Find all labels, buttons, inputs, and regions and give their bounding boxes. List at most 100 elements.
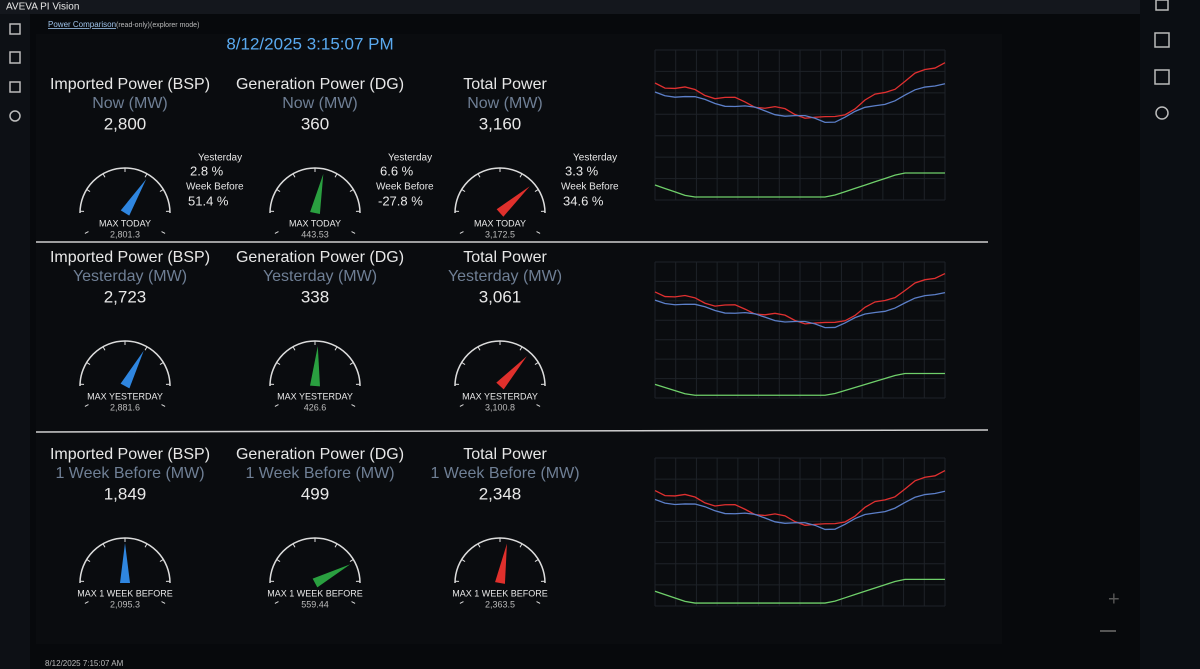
- panel-subtitle: Yesterday (MW): [73, 268, 187, 285]
- max-label: MAX YESTERDAY: [87, 391, 163, 401]
- gauge-tick: [274, 601, 279, 604]
- title-bar: [0, 0, 1200, 14]
- gauge-tick: [274, 231, 279, 234]
- gauge-tick: [351, 231, 356, 234]
- yesterday-label: Yesterday: [198, 153, 242, 164]
- yesterday-change: 3.3 %: [565, 163, 599, 178]
- gauge-tick: [86, 189, 91, 193]
- gauge-needle: [496, 356, 527, 390]
- trend-line: [654, 62, 946, 119]
- gauge-tick: [349, 559, 354, 563]
- icon[interactable]: [1155, 0, 1169, 11]
- panel-title: Generation Power (DG): [236, 446, 404, 463]
- icon[interactable]: [1155, 106, 1169, 120]
- max-label: MAX TODAY: [474, 218, 526, 228]
- current-value: 1,849: [104, 484, 147, 503]
- timestamp: 8/12/2025 3:15:07 PM: [226, 34, 393, 53]
- gauge-tick: [519, 346, 523, 351]
- trend-line: [654, 83, 946, 124]
- panel-title: Generation Power (DG): [236, 76, 404, 93]
- gauge-needle: [496, 186, 530, 217]
- panel-subtitle: Now (MW): [282, 95, 358, 112]
- current-value: 3,160: [479, 114, 522, 133]
- gauge-tick: [536, 231, 541, 234]
- panel-subtitle: Yesterday (MW): [263, 268, 377, 285]
- panel-title: Imported Power (BSP): [50, 249, 210, 266]
- gauge-tick: [144, 543, 148, 548]
- trend-chart: [654, 261, 946, 399]
- trend-line: [654, 578, 945, 604]
- panel-title: Imported Power (BSP): [50, 446, 210, 463]
- yesterday-change: 6.6 %: [380, 163, 414, 178]
- week-change: -27.8 %: [378, 193, 423, 208]
- max-label: MAX YESTERDAY: [277, 391, 353, 401]
- gauge-tick: [477, 346, 481, 351]
- gauge-tick: [102, 346, 106, 351]
- current-value: 2,348: [479, 484, 522, 503]
- icon[interactable]: [1154, 69, 1170, 85]
- mode: (explorer mode): [150, 22, 199, 29]
- gauge-tick: [334, 173, 338, 178]
- yesterday-label: Yesterday: [388, 153, 432, 164]
- max-label: MAX 1 WEEK BEFORE: [452, 588, 548, 598]
- gauge-tick: [292, 346, 296, 351]
- trend-line: [654, 490, 946, 531]
- gauge-tick: [351, 404, 356, 407]
- gauge-tick: [102, 173, 106, 178]
- icon[interactable]: [9, 51, 21, 64]
- panel-subtitle: 1 Week Before (MW): [55, 465, 204, 482]
- icon[interactable]: [9, 110, 21, 122]
- gauge-tick: [159, 559, 164, 563]
- week-label: Week Before: [186, 182, 244, 193]
- max-label: MAX TODAY: [99, 218, 151, 228]
- gauge-needle: [120, 350, 144, 389]
- panel-title: Total Power: [463, 446, 547, 463]
- gauge-tick: [144, 173, 148, 178]
- gauge-tick: [144, 346, 148, 351]
- trend-line: [654, 372, 945, 396]
- max-value: 3,100.8: [485, 402, 515, 412]
- gauge-tick: [461, 189, 466, 193]
- current-value: 360: [301, 114, 329, 133]
- gauge-tick: [84, 601, 89, 604]
- right-toolbar: [1140, 0, 1200, 669]
- gauge-tick: [536, 404, 541, 407]
- gauge-tick: [84, 404, 89, 407]
- gauge-tick: [519, 173, 523, 178]
- gauge-tick: [102, 543, 106, 548]
- icon[interactable]: [9, 81, 21, 93]
- trend-line: [654, 469, 946, 526]
- gauge-needle: [312, 564, 351, 588]
- gauge-tick: [292, 543, 296, 548]
- gauge-tick: [519, 543, 523, 548]
- max-value: 2,881.6: [110, 402, 140, 412]
- current-value: 2,723: [104, 287, 147, 306]
- current-value: 2,800: [104, 114, 147, 133]
- gauge-tick: [459, 601, 464, 604]
- gauge-tick: [459, 404, 464, 407]
- gauge-tick: [161, 601, 166, 604]
- panel-subtitle: Yesterday (MW): [448, 268, 562, 285]
- panel-subtitle: Now (MW): [467, 95, 543, 112]
- panel-title: Imported Power (BSP): [50, 76, 210, 93]
- gauge-tick: [334, 543, 338, 548]
- display-link[interactable]: Power Comparison: [48, 20, 116, 29]
- icon[interactable]: [1154, 32, 1170, 48]
- trend-line: [654, 172, 945, 198]
- max-label: MAX 1 WEEK BEFORE: [267, 588, 363, 598]
- gauge-tick: [534, 362, 539, 366]
- gauge-needle: [120, 179, 147, 216]
- max-label: MAX TODAY: [289, 218, 341, 228]
- zoom-in[interactable]: +: [1108, 588, 1120, 610]
- gauge-tick: [86, 559, 91, 563]
- gauge-tick: [159, 362, 164, 366]
- max-value: 3,172.5: [485, 229, 515, 239]
- max-value: 426.6: [304, 402, 327, 412]
- mode: (read-only): [116, 22, 150, 29]
- gauge-tick: [334, 346, 338, 351]
- gauge-tick: [534, 559, 539, 563]
- gauge-tick: [536, 601, 541, 604]
- max-value: 2,363.5: [485, 599, 515, 609]
- icon[interactable]: [9, 23, 21, 35]
